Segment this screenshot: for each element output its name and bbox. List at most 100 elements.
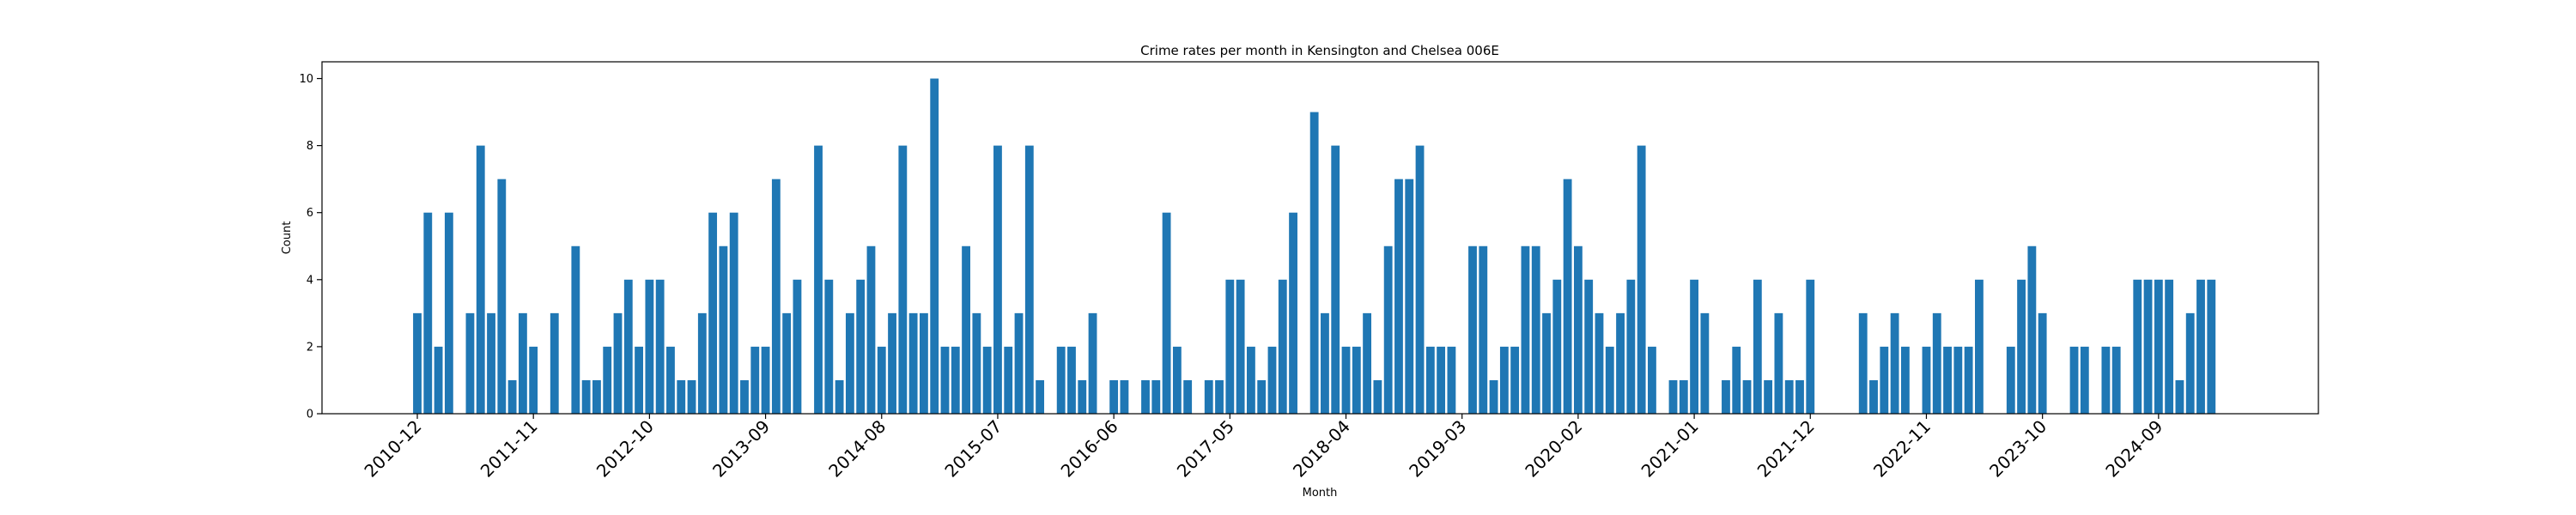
bar-2011-06 [476, 145, 485, 414]
bar-2019-06 [1489, 379, 1498, 414]
bar-2022-11 [1922, 346, 1931, 414]
bar-2024-12 [2185, 312, 2195, 414]
x-tick-label: 2024-09 [2101, 416, 2166, 482]
bar-2015-04 [962, 245, 970, 414]
bar-2012-06 [603, 346, 612, 414]
bar-2024-04 [2101, 346, 2111, 414]
x-tick-label: 2012-10 [592, 416, 658, 482]
bar-2016-02 [1067, 346, 1076, 414]
bars-group [413, 78, 2216, 415]
bar-2010-12 [413, 312, 422, 414]
chart-title: Crime rates per month in Kensington and … [1140, 43, 1499, 58]
bar-2012-10 [645, 279, 654, 414]
bar-2020-07 [1626, 279, 1636, 414]
bar-2016-10 [1151, 379, 1161, 414]
bar-2024-02 [2080, 346, 2089, 414]
bar-2014-04 [835, 379, 844, 414]
bar-2022-06 [1869, 379, 1878, 414]
bar-2020-01 [1563, 179, 1572, 415]
bar-2015-11 [1036, 379, 1045, 414]
bar-2021-07 [1753, 279, 1762, 414]
bar-2012-12 [666, 346, 675, 414]
bar-2021-02 [1700, 312, 1710, 414]
bar-2022-09 [1900, 346, 1910, 414]
bar-2024-01 [2069, 346, 2079, 414]
bar-2014-08 [877, 346, 886, 414]
y-tick-label: 2 [307, 341, 313, 354]
bar-2021-04 [1722, 379, 1730, 414]
bar-2013-03 [697, 312, 707, 414]
bar-2018-08 [1383, 245, 1393, 414]
y-tick-label: 0 [307, 409, 313, 421]
bar-2016-04 [1088, 312, 1097, 414]
bar-2023-07 [2006, 346, 2015, 414]
bar-2024-09 [2154, 279, 2163, 414]
bar-2014-06 [856, 279, 866, 414]
bar-2012-03 [571, 245, 580, 414]
bar-2022-07 [1880, 346, 1889, 414]
bar-2012-04 [581, 379, 591, 414]
bar-2020-06 [1616, 312, 1625, 414]
bar-2015-09 [1014, 312, 1024, 414]
bar-2021-12 [1806, 279, 1815, 414]
bar-2016-01 [1056, 346, 1066, 414]
bar-2019-04 [1468, 245, 1477, 414]
bar-2015-01 [930, 78, 939, 415]
bar-2017-08 [1257, 379, 1267, 414]
bar-2020-11 [1668, 379, 1678, 414]
x-tick-label: 2020-02 [1521, 416, 1586, 482]
x-tick-label: 2019-03 [1405, 416, 1470, 482]
bar-2013-11 [782, 312, 792, 414]
bar-2016-03 [1078, 379, 1087, 414]
bar-2012-07 [613, 312, 623, 414]
bar-2021-05 [1732, 346, 1741, 414]
bar-2019-10 [1531, 245, 1540, 414]
x-tick-label: 2014-08 [824, 416, 890, 482]
bar-2022-05 [1858, 312, 1868, 414]
bar-2018-03 [1331, 145, 1340, 414]
bar-2014-05 [845, 312, 854, 414]
bar-2025-01 [2196, 279, 2205, 414]
bar-2014-07 [866, 245, 876, 414]
x-tick-label: 2016-06 [1057, 416, 1122, 482]
bar-2014-03 [824, 279, 834, 414]
bar-2011-08 [497, 179, 507, 415]
bar-2017-04 [1215, 379, 1224, 414]
bar-2023-09 [2027, 245, 2037, 414]
bar-2015-03 [951, 346, 960, 414]
bar-2012-05 [592, 379, 601, 414]
x-tick-label: 2017-05 [1173, 416, 1238, 482]
bar-2024-10 [2165, 279, 2174, 414]
bar-2016-07 [1120, 379, 1129, 414]
bar-2019-11 [1542, 312, 1551, 414]
bar-2013-04 [708, 212, 718, 414]
y-tick-label: 6 [307, 207, 313, 220]
bar-2024-07 [2133, 279, 2142, 414]
bar-2011-10 [518, 312, 527, 414]
bar-2022-08 [1890, 312, 1899, 414]
bar-2017-05 [1225, 279, 1235, 414]
bar-2013-01 [677, 379, 686, 414]
bar-2013-07 [740, 379, 749, 414]
bar-2016-09 [1141, 379, 1150, 414]
x-tick-label: 2023-10 [1985, 416, 2050, 482]
bar-2017-11 [1289, 212, 1297, 414]
bar-2011-01 [423, 212, 433, 414]
bar-2013-05 [719, 245, 728, 414]
bar-2019-01 [1437, 346, 1446, 414]
bar-2018-12 [1425, 346, 1435, 414]
bar-2017-06 [1236, 279, 1245, 414]
bar-2020-12 [1679, 379, 1688, 414]
x-tick-label: 2015-07 [940, 416, 1005, 482]
bar-2017-09 [1267, 346, 1277, 414]
bar-2015-07 [993, 145, 1002, 414]
bar-2013-02 [687, 379, 696, 414]
bar-2021-01 [1690, 279, 1698, 414]
bar-2018-11 [1415, 145, 1425, 414]
bar-2016-12 [1172, 346, 1182, 414]
bar-2013-09 [761, 346, 770, 414]
bar-2023-03 [1964, 346, 1973, 414]
bar-2017-07 [1246, 346, 1255, 414]
bar-2018-10 [1405, 179, 1414, 415]
